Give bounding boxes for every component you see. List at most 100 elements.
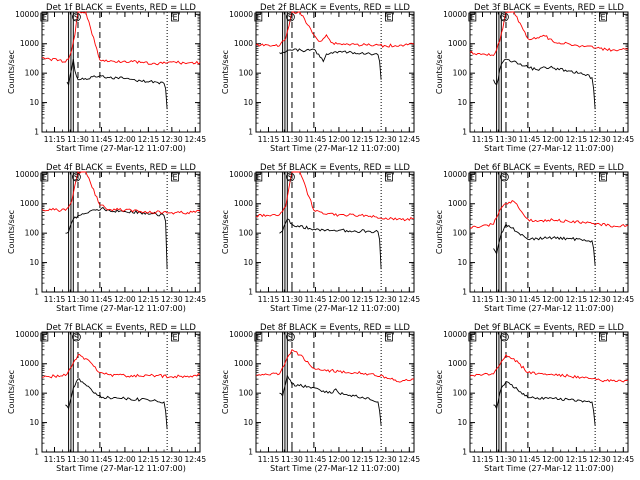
series-line-lld (41, 354, 201, 379)
x-tick-label: 12:00 (114, 135, 136, 144)
annotation-marker: S (288, 333, 293, 342)
annotation-marker-circle (286, 12, 295, 22)
series-line-events (65, 206, 168, 270)
detector-panel: 1 10 100 1000 10000 11:15 11:30 11:45 12:00 12:15… (435, 3, 634, 153)
series-line-lld (469, 200, 629, 229)
annotation-marker: S (288, 173, 293, 182)
annotation-marker: S (502, 173, 507, 182)
plot-frame (469, 171, 629, 293)
x-axis-title: Start Time (27-Mar-12 11:07:00) (56, 304, 186, 313)
annotation-marker-circle (500, 172, 509, 182)
x-tick-label: 12:00 (542, 135, 564, 144)
annotation-marker-box (599, 332, 607, 342)
detector-panel: 1 10 100 1000 10000 11:15 11:30 11:45 12:00 12:15… (221, 323, 420, 473)
x-tick-label: 12:30 (589, 295, 611, 304)
detector-panel: 1 10 100 1000 10000 11:15 11:30 11:45 12:00 12:15… (7, 3, 206, 153)
y-tick-label: 10 (457, 258, 467, 267)
detector-panel: 1 10 100 1000 10000 11:15 11:30 11:45 12:00 12:15… (435, 163, 634, 313)
annotation-marker-circle (500, 332, 509, 342)
x-tick-label: 11:45 (305, 295, 327, 304)
panel-title: Det 6f BLACK = Events, RED = LLD (474, 163, 624, 173)
panel-title: Det 9f BLACK = Events, RED = LLD (474, 323, 624, 333)
x-tick-label: 11:15 (472, 135, 494, 144)
panel-title: Det 7f BLACK = Events, RED = LLD (46, 323, 196, 333)
y-axis-title: Counts/sec (7, 50, 16, 94)
x-tick-label: 11:15 (258, 455, 280, 464)
x-tick-label: 12:45 (612, 295, 634, 304)
x-axis-title: Start Time (27-Mar-12 11:07:00) (270, 304, 400, 313)
x-tick-label: 11:45 (91, 135, 113, 144)
y-tick-label: 1 (462, 448, 467, 457)
plot-frame (255, 331, 415, 453)
series-line-lld (255, 171, 415, 222)
y-tick-label: 1000 (234, 199, 253, 208)
x-tick-label: 11:30 (495, 135, 517, 144)
x-tick-label: 11:45 (519, 295, 541, 304)
series-line-lld (41, 171, 201, 215)
x-axis-title: Start Time (27-Mar-12 11:07:00) (56, 144, 186, 153)
annotation-marker: E (256, 13, 261, 22)
x-tick-label: 11:30 (281, 295, 303, 304)
x-tick-label: 12:45 (612, 455, 634, 464)
y-tick-label: 10 (243, 418, 253, 427)
x-tick-label: 11:15 (258, 135, 280, 144)
annotation-marker-box (171, 332, 179, 342)
plot-frame (469, 11, 629, 133)
annotation-marker: E (470, 13, 475, 22)
y-axis-title: Counts/sec (435, 370, 444, 414)
x-tick-label: 12:30 (161, 135, 183, 144)
y-tick-label: 100 (25, 69, 40, 78)
annotation-marker: E (42, 13, 47, 22)
y-tick-label: 1 (34, 448, 39, 457)
annotation-marker-box (385, 172, 393, 182)
annotation-marker: E (256, 333, 261, 342)
annotation-marker-box (40, 12, 49, 22)
x-tick-label: 11:30 (67, 455, 89, 464)
x-tick-label: 12:30 (375, 455, 397, 464)
x-tick-label: 12:00 (328, 135, 350, 144)
panel-title: Det 3f BLACK = Events, RED = LLD (474, 3, 624, 13)
x-tick-label: 12:00 (114, 295, 136, 304)
annotation-marker-box (254, 12, 263, 22)
detector-panel: 1 10 100 1000 10000 11:15 11:30 11:45 12:00 12:15… (7, 323, 206, 473)
y-tick-label: 10 (457, 98, 467, 107)
x-axis-title: Start Time (27-Mar-12 11:07:00) (484, 144, 614, 153)
y-tick-label: 1 (248, 448, 253, 457)
y-tick-label: 1 (34, 128, 39, 137)
annotation-marker: E (172, 13, 177, 22)
series-line-lld (41, 11, 201, 66)
y-axis-title: Counts/sec (435, 210, 444, 254)
y-tick-label: 10 (29, 98, 39, 107)
series-line-lld (255, 11, 415, 48)
x-tick-label: 12:00 (328, 295, 350, 304)
annotation-marker: E (42, 173, 47, 182)
series-line-events (493, 223, 596, 266)
y-axis-title: Counts/sec (221, 210, 230, 254)
x-tick-label: 12:30 (161, 295, 183, 304)
x-tick-label: 11:45 (305, 135, 327, 144)
x-tick-label: 12:00 (328, 455, 350, 464)
y-tick-label: 100 (453, 229, 468, 238)
x-axis-title: Start Time (27-Mar-12 11:07:00) (56, 464, 186, 473)
y-tick-label: 10000 (443, 330, 467, 339)
x-tick-label: 12:15 (352, 295, 374, 304)
y-tick-label: 1000 (448, 39, 467, 48)
y-axis-title: Counts/sec (7, 370, 16, 414)
plot-frame (255, 171, 415, 293)
annotation-marker: S (502, 333, 507, 342)
y-tick-label: 10000 (229, 330, 253, 339)
x-tick-label: 12:15 (352, 455, 374, 464)
x-tick-label: 11:45 (305, 455, 327, 464)
y-tick-label: 1000 (20, 359, 39, 368)
x-tick-label: 12:00 (542, 295, 564, 304)
x-tick-label: 12:15 (138, 295, 160, 304)
annotation-marker: E (256, 173, 261, 182)
series-line-events (279, 218, 382, 270)
series-line-events (65, 378, 168, 430)
annotation-marker: E (600, 13, 605, 22)
x-tick-label: 12:30 (589, 135, 611, 144)
annotation-marker: S (288, 13, 293, 22)
y-axis-title: Counts/sec (435, 50, 444, 94)
y-axis-title: Counts/sec (7, 210, 16, 254)
